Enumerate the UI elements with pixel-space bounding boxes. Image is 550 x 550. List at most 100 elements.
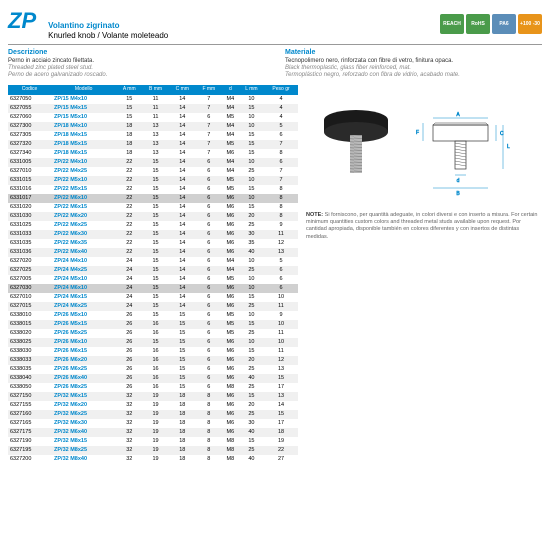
- mat-main: Tecnopolimero nero, rinforzata con fibre…: [285, 58, 542, 65]
- cell: M5: [222, 113, 239, 122]
- cell: ZP/15 M4x10: [51, 95, 116, 104]
- cell: 10: [239, 338, 264, 347]
- cell: 15: [142, 212, 169, 221]
- cell: 6: [196, 284, 222, 293]
- table-row: 6327160ZP/32 M6x253219188M62515: [8, 410, 298, 419]
- cell: 30: [239, 419, 264, 428]
- cell: 6: [196, 275, 222, 284]
- cell: 15: [239, 293, 264, 302]
- cell: 15: [239, 140, 264, 149]
- cell: ZP/26 M5x10: [51, 311, 116, 320]
- cell: 6: [196, 203, 222, 212]
- cell: 9: [264, 221, 298, 230]
- cell: 15: [239, 131, 264, 140]
- right-column: A C L d B F NOTE: Si forniscono, per qua…: [306, 85, 542, 464]
- title-block: ZP Volantino zigrinato Knurled knob / Vo…: [8, 8, 168, 40]
- desc-main: Perno in acciaio zincato filettata.: [8, 58, 265, 65]
- cell: 32: [116, 401, 142, 410]
- cell: 10: [239, 176, 264, 185]
- table-row: 6331036ZP/22 M6x402215146M64013: [8, 248, 298, 257]
- cell: ZP/22 M6x10: [51, 194, 116, 203]
- cell: ZP/22 M6x15: [51, 203, 116, 212]
- cell: 18: [169, 401, 196, 410]
- table-row: 6331033ZP/22 M6x302215146M63011: [8, 230, 298, 239]
- cell: 32: [116, 455, 142, 464]
- cell: 14: [169, 266, 196, 275]
- cell: M4: [222, 167, 239, 176]
- table-row: 6338050ZP/26 M8x252616156M82517: [8, 383, 298, 392]
- cell: 14: [169, 176, 196, 185]
- cell: 22: [116, 248, 142, 257]
- cell: 13: [264, 392, 298, 401]
- cell: 6: [196, 221, 222, 230]
- cell: 8: [264, 212, 298, 221]
- cell: 7: [264, 167, 298, 176]
- table-row: 6338010ZP/26 M5x102615156M5109: [8, 311, 298, 320]
- cell: 13: [142, 131, 169, 140]
- table-row: 6327175ZP/32 M6x403219188M64018: [8, 428, 298, 437]
- table-row: 6327060ZP/15 M5x101511146M5104: [8, 113, 298, 122]
- note: NOTE: Si forniscono, per quantità adegua…: [306, 212, 542, 241]
- cell: 15: [169, 383, 196, 392]
- cell: 15: [142, 257, 169, 266]
- cell: 16: [142, 320, 169, 329]
- cell: ZP/15 M4x15: [51, 104, 116, 113]
- svg-text:B: B: [456, 191, 460, 197]
- cell: 18: [116, 149, 142, 158]
- cell: 15: [239, 203, 264, 212]
- col-header: A mm: [116, 85, 142, 95]
- cell: 11: [264, 347, 298, 356]
- cell: 16: [142, 347, 169, 356]
- title-it: Volantino zigrinato: [48, 21, 168, 31]
- cell: 15: [169, 320, 196, 329]
- cell: 15: [142, 158, 169, 167]
- cell: 4: [264, 104, 298, 113]
- cell: 6331036: [8, 248, 51, 257]
- cell: ZP/32 M6x15: [51, 392, 116, 401]
- badge: REACH: [440, 14, 464, 34]
- spec-table: CodiceModelloA mmB mmC mmF mmdL mmPeso g…: [8, 85, 298, 464]
- cell: 19: [142, 419, 169, 428]
- table-row: 6327155ZP/32 M6x203219188M62014: [8, 401, 298, 410]
- cell: 14: [169, 131, 196, 140]
- cell: 12: [264, 356, 298, 365]
- svg-text:C: C: [500, 131, 504, 137]
- cell: 6338035: [8, 365, 51, 374]
- cell: 18: [116, 122, 142, 131]
- cell: ZP/32 M8x25: [51, 446, 116, 455]
- cell: ZP/24 M6x25: [51, 302, 116, 311]
- table-row: 6327320ZP/18 M5x151813147M5157: [8, 140, 298, 149]
- table-row: 6327300ZP/18 M4x101813147M4105: [8, 122, 298, 131]
- col-header: L mm: [239, 85, 264, 95]
- col-header: Peso gr: [264, 85, 298, 95]
- cell: 24: [116, 275, 142, 284]
- table-row: 6331015ZP/22 M5x102215146M5107: [8, 176, 298, 185]
- cell: 22: [116, 167, 142, 176]
- cell: 17: [264, 419, 298, 428]
- cell: 32: [116, 446, 142, 455]
- cell: 24: [116, 284, 142, 293]
- cell: M4: [222, 266, 239, 275]
- cell: 15: [142, 203, 169, 212]
- cell: 6331016: [8, 185, 51, 194]
- cell: M4: [222, 158, 239, 167]
- cell: 19: [142, 392, 169, 401]
- cell: 26: [116, 356, 142, 365]
- product-code: ZP: [8, 8, 36, 34]
- cell: 15: [142, 194, 169, 203]
- cell: ZP/32 M6x30: [51, 419, 116, 428]
- cell: 6: [196, 239, 222, 248]
- cell: 8: [196, 410, 222, 419]
- cell: 10: [264, 320, 298, 329]
- cell: 6: [196, 311, 222, 320]
- cell: 15: [169, 347, 196, 356]
- cell: 25: [239, 302, 264, 311]
- cell: 10: [239, 275, 264, 284]
- cell: 32: [116, 392, 142, 401]
- cell: 24: [116, 257, 142, 266]
- cell: ZP/15 M5x10: [51, 113, 116, 122]
- product-photo: [306, 95, 406, 195]
- cell: 6338020: [8, 329, 51, 338]
- cell: 15: [142, 221, 169, 230]
- cell: M8: [222, 437, 239, 446]
